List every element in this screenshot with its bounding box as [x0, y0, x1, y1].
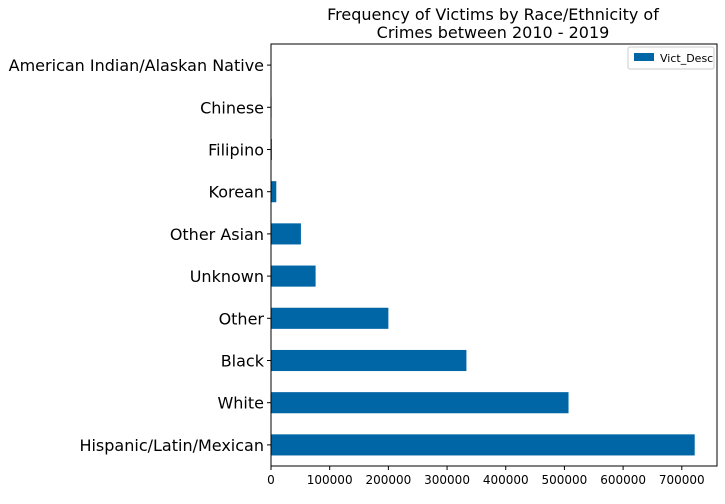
y-tick-label: Other: [219, 309, 265, 328]
y-tick-label: Hispanic/Latin/Mexican: [79, 436, 264, 455]
x-tick-label: 700000: [659, 473, 705, 487]
legend-box: [627, 46, 715, 70]
y-tick-label: American Indian/Alaskan Native: [9, 56, 264, 75]
x-tick-label: 600000: [600, 473, 646, 487]
bar: [271, 181, 277, 203]
y-tick-label: Filipino: [208, 141, 264, 160]
legend: Vict_Desc: [627, 46, 715, 70]
axes-frame: [270, 43, 718, 467]
bar: [271, 307, 389, 329]
plot-area: Hispanic/Latin/Mexican White Black Other Unk…: [9, 43, 718, 487]
bar: [271, 434, 695, 456]
x-tick-label: 300000: [424, 473, 470, 487]
chart-title-line-1: Frequency of Victims by Race/Ethnicity o…: [327, 5, 659, 24]
y-tick-label: White: [217, 394, 264, 413]
x-tick-label: 200000: [365, 473, 411, 487]
chart-title-line-2: Crimes between 2010 - 2019: [377, 23, 610, 42]
x-tick-label: 400000: [483, 473, 529, 487]
y-tick-label: Unknown: [190, 267, 264, 286]
chart-title: Frequency of Victims by Race/Ethnicity o…: [327, 5, 659, 42]
x-tick-label: 100000: [307, 473, 353, 487]
y-tick-label: Korean: [209, 183, 265, 202]
y-tick-label: Chinese: [200, 98, 264, 117]
bar: [271, 349, 467, 372]
legend-label: Vict_Desc: [660, 52, 713, 65]
x-tick-label: 0: [267, 473, 275, 487]
y-tick-label: Other Asian: [170, 225, 264, 244]
y-tick-label: Black: [221, 352, 265, 371]
x-tick-label: 500000: [542, 473, 588, 487]
bar: [271, 265, 316, 287]
legend-swatch: [634, 53, 654, 61]
bar: [271, 392, 569, 414]
bar: [271, 223, 301, 245]
